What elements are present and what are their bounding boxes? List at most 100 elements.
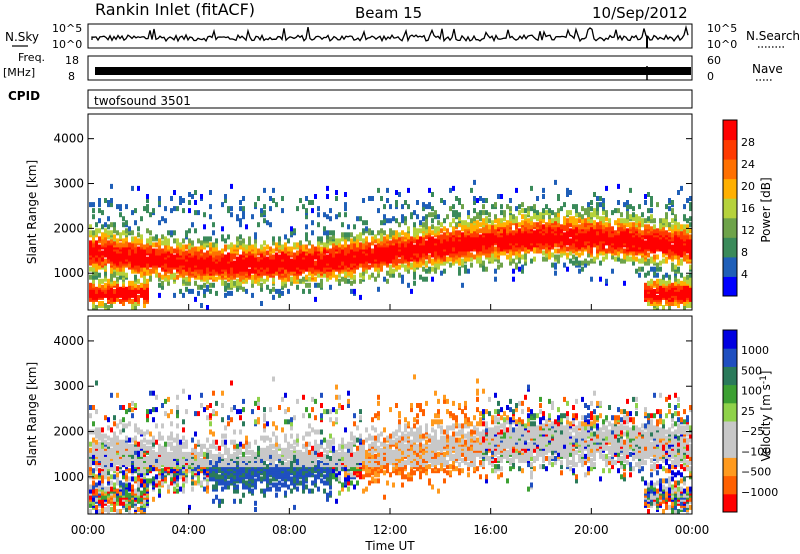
- heatmap-cell: [482, 204, 485, 210]
- heatmap-cell: [656, 202, 659, 208]
- heatmap-cell: [281, 268, 284, 274]
- heatmap-cell: [152, 417, 155, 423]
- heatmap-cell: [389, 272, 392, 278]
- heatmap-cell: [494, 228, 497, 234]
- heatmap-cell: [581, 266, 584, 272]
- heatmap-cell: [512, 230, 515, 236]
- heatmap-cell: [224, 484, 227, 490]
- heatmap-cell: [146, 228, 149, 234]
- heatmap-cell: [578, 224, 581, 230]
- heatmap-cell: [137, 462, 140, 468]
- heatmap-cell: [542, 214, 545, 220]
- heatmap-cell: [626, 204, 629, 210]
- heatmap-cell: [437, 214, 440, 220]
- heatmap-cell: [578, 228, 581, 234]
- heatmap-cell: [461, 220, 464, 226]
- heatmap-cell: [161, 248, 164, 254]
- heatmap-cell: [206, 460, 209, 466]
- heatmap-cell: [377, 272, 380, 278]
- heatmap-cell: [98, 228, 101, 234]
- heatmap-cell: [170, 260, 173, 266]
- heatmap-cell: [521, 264, 524, 270]
- heatmap-cell: [554, 248, 557, 254]
- heatmap-cell: [527, 206, 530, 212]
- heatmap-cell: [275, 288, 278, 294]
- heatmap-cell: [620, 238, 623, 244]
- heatmap-cell: [275, 242, 278, 248]
- heatmap-cell: [134, 208, 137, 214]
- heatmap-cell: [170, 431, 173, 437]
- heatmap-cell: [671, 218, 674, 224]
- heatmap-cell: [113, 447, 116, 453]
- heatmap-cell: [422, 258, 425, 264]
- heatmap-cell: [317, 236, 320, 242]
- heatmap-cell: [401, 262, 404, 268]
- heatmap-cell: [167, 230, 170, 236]
- heatmap-cell: [188, 238, 191, 244]
- heatmap-cell: [179, 242, 182, 248]
- heatmap-cell: [257, 256, 260, 262]
- heatmap-cell: [221, 433, 224, 439]
- heatmap-cell: [518, 222, 521, 228]
- heatmap-cell: [347, 270, 350, 276]
- heatmap-cell: [140, 458, 143, 463]
- heatmap-cell: [443, 226, 446, 232]
- heatmap-cell: [245, 288, 248, 294]
- heatmap-cell: [524, 208, 527, 214]
- heatmap-cell: [533, 240, 536, 246]
- heatmap-cell: [617, 234, 620, 240]
- heatmap-cell: [482, 210, 485, 216]
- heatmap-cell: [128, 437, 131, 443]
- heatmap-cell: [89, 244, 92, 250]
- heatmap-cell: [356, 238, 359, 244]
- heatmap-cell: [602, 250, 605, 256]
- heatmap-cell: [92, 421, 95, 427]
- heatmap-cell: [110, 246, 113, 252]
- heatmap-cell: [296, 284, 299, 290]
- heatmap-cell: [107, 504, 110, 510]
- heatmap-cell: [131, 437, 134, 443]
- heatmap-cell: [341, 244, 344, 250]
- heatmap-cell: [134, 242, 137, 248]
- heatmap-cell: [347, 232, 350, 238]
- heatmap-cell: [326, 214, 329, 220]
- heatmap-cell: [509, 216, 512, 222]
- heatmap-cell: [368, 242, 371, 248]
- heatmap-cell: [470, 222, 473, 228]
- heatmap-cell: [176, 394, 179, 400]
- heatmap-cell: [425, 260, 428, 266]
- heatmap-cell: [629, 256, 632, 262]
- heatmap-cell: [266, 220, 269, 226]
- heatmap-cell: [170, 208, 173, 214]
- heatmap-cell: [233, 280, 236, 286]
- heatmap-cell: [161, 449, 164, 455]
- heatmap-cell: [419, 274, 422, 280]
- heatmap-cell: [680, 258, 683, 264]
- heatmap-cell: [170, 252, 173, 258]
- heatmap-cell: [569, 228, 572, 234]
- heatmap-cell: [494, 224, 497, 230]
- heatmap-cell: [140, 286, 143, 292]
- heatmap-cell: [92, 500, 95, 506]
- heatmap-cell: [152, 236, 155, 242]
- heatmap-cell: [185, 250, 188, 256]
- heatmap-cell: [116, 238, 119, 244]
- heatmap-cell: [482, 260, 485, 266]
- heatmap-cell: [614, 220, 617, 226]
- heatmap-cell: [350, 244, 353, 250]
- heatmap-cell: [110, 480, 113, 486]
- heatmap-cell: [485, 248, 488, 254]
- heatmap-cell: [503, 250, 506, 256]
- heatmap-cell: [122, 470, 125, 476]
- heatmap-cell: [185, 409, 188, 415]
- heatmap-cell: [146, 292, 149, 298]
- heatmap-cell: [215, 439, 218, 445]
- heatmap-cell: [497, 218, 500, 224]
- heatmap-cell: [530, 185, 533, 191]
- heatmap-cell: [545, 226, 548, 232]
- heatmap-cell: [677, 303, 680, 308]
- heatmap-cell: [209, 460, 212, 466]
- heatmap-cell: [170, 421, 173, 427]
- heatmap-cell: [215, 238, 218, 244]
- heatmap-cell: [131, 290, 134, 296]
